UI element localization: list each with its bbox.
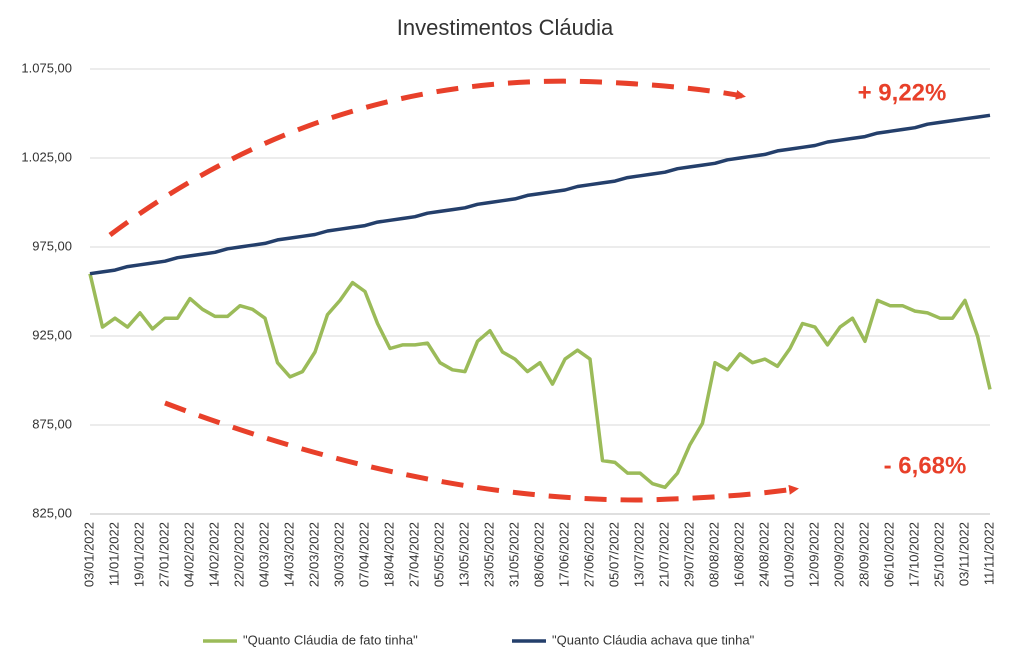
- annotation: + 9,22%: [858, 79, 947, 106]
- x-tick-label: 16/08/2022: [731, 522, 746, 587]
- x-tick-label: 22/02/2022: [231, 522, 246, 587]
- down-arrow: [164, 400, 799, 503]
- x-tick-label: 25/10/2022: [931, 522, 946, 587]
- x-tick-label: 04/03/2022: [256, 522, 271, 587]
- x-tick-label: 11/11/2022: [981, 522, 996, 585]
- x-tick-label: 05/05/2022: [431, 522, 446, 587]
- up-arrow: [108, 78, 746, 238]
- legend-label: "Quanto Cláudia achava que tinha": [552, 632, 755, 647]
- x-tick-label: 08/08/2022: [706, 522, 721, 587]
- legend-label: "Quanto Cláudia de fato tinha": [243, 632, 418, 647]
- x-tick-label: 14/03/2022: [281, 522, 296, 587]
- x-tick-label: 30/03/2022: [331, 522, 346, 587]
- x-tick-label: 23/05/2022: [481, 522, 496, 587]
- x-tick-label: 03/01/2022: [81, 522, 96, 587]
- x-tick-label: 21/07/2022: [656, 522, 671, 587]
- y-tick-label: 825,00: [32, 505, 72, 520]
- series-line: [88, 273, 992, 490]
- chart-title: Investimentos Cláudia: [397, 15, 614, 40]
- x-tick-label: 19/01/2022: [131, 522, 146, 587]
- x-tick-label: 13/05/2022: [456, 522, 471, 587]
- x-tick-label: 31/05/2022: [506, 522, 521, 587]
- x-tick-label: 12/09/2022: [806, 522, 821, 587]
- annotation: - 6,68%: [884, 452, 967, 479]
- y-tick-label: 1.075,00: [21, 60, 72, 75]
- x-tick-label: 17/06/2022: [556, 522, 571, 587]
- x-tick-label: 05/07/2022: [606, 522, 621, 587]
- x-tick-label: 27/01/2022: [156, 522, 171, 587]
- x-tick-label: 07/04/2022: [356, 522, 371, 587]
- x-tick-label: 03/11/2022: [956, 522, 971, 586]
- x-tick-label: 18/04/2022: [381, 522, 396, 587]
- x-tick-label: 14/02/2022: [206, 522, 221, 587]
- x-tick-label: 22/03/2022: [306, 522, 321, 587]
- x-tick-label: 27/04/2022: [406, 522, 421, 587]
- y-tick-label: 975,00: [32, 238, 72, 253]
- x-tick-label: 29/07/2022: [681, 522, 696, 587]
- x-tick-label: 04/02/2022: [181, 522, 196, 587]
- x-tick-label: 20/09/2022: [831, 522, 846, 587]
- x-tick-label: 11/01/2022: [106, 522, 121, 586]
- y-tick-label: 875,00: [32, 416, 72, 431]
- x-tick-label: 24/08/2022: [756, 522, 771, 587]
- y-tick-label: 1.025,00: [21, 149, 72, 164]
- x-tick-label: 08/06/2022: [531, 522, 546, 587]
- x-tick-label: 27/06/2022: [581, 522, 596, 587]
- x-tick-label: 06/10/2022: [881, 522, 896, 587]
- x-tick-label: 13/07/2022: [631, 522, 646, 587]
- x-tick-label: 01/09/2022: [781, 522, 796, 587]
- y-tick-label: 925,00: [32, 327, 72, 342]
- x-tick-label: 17/10/2022: [906, 522, 921, 587]
- x-tick-label: 28/09/2022: [856, 522, 871, 587]
- series-line: [89, 113, 991, 276]
